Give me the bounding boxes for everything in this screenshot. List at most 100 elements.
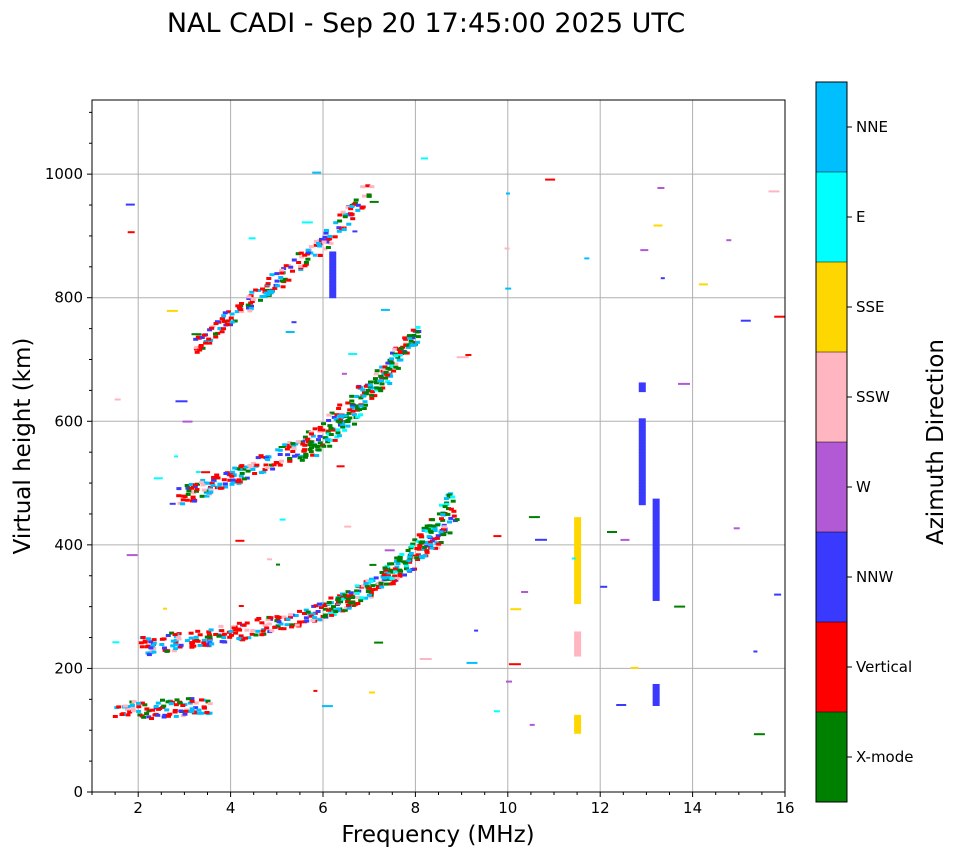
data-point — [264, 626, 270, 630]
data-point — [241, 623, 247, 627]
data-point — [355, 203, 361, 207]
streak-cell — [574, 653, 582, 657]
data-point — [260, 629, 266, 633]
streak-cell — [652, 535, 660, 540]
data-point — [382, 365, 388, 369]
streak-cell — [652, 563, 660, 567]
data-point — [352, 422, 357, 426]
data-point — [159, 637, 165, 641]
data-point — [397, 353, 403, 357]
streak-cell — [652, 591, 660, 595]
data-point — [206, 481, 212, 485]
data-point — [303, 262, 309, 266]
data-point — [289, 625, 295, 629]
data-point — [313, 604, 319, 608]
streak-cell — [652, 523, 660, 527]
data-point — [207, 702, 213, 706]
data-point — [315, 610, 321, 613]
data-point — [164, 708, 170, 712]
data-point — [432, 526, 438, 530]
data-point — [183, 709, 189, 713]
streak-cell — [638, 495, 646, 500]
data-point — [184, 498, 190, 502]
data-point — [313, 243, 319, 247]
data-point — [142, 703, 148, 707]
plot-frame — [91, 99, 786, 793]
scatter-point — [369, 691, 375, 694]
data-point — [415, 340, 421, 344]
data-point — [305, 248, 311, 252]
data-point — [262, 468, 268, 471]
data-point — [305, 257, 311, 261]
data-point — [387, 382, 393, 385]
data-point — [337, 403, 343, 407]
data-point — [197, 643, 203, 647]
streak-cell — [574, 634, 582, 639]
streak-cell — [638, 455, 646, 459]
data-point — [160, 698, 165, 702]
data-point — [446, 493, 452, 497]
data-point — [369, 577, 374, 581]
data-point — [206, 633, 212, 637]
streak-cell — [652, 588, 660, 592]
streak-cell — [574, 526, 582, 530]
data-point — [229, 320, 235, 324]
data-point — [407, 553, 413, 557]
data-point — [278, 627, 284, 631]
data-point — [193, 706, 199, 710]
data-point — [345, 594, 351, 598]
data-point — [322, 235, 328, 239]
streak-cell — [652, 594, 660, 598]
streak-cell — [574, 591, 582, 595]
data-point — [378, 581, 384, 585]
streak-cell — [574, 640, 582, 645]
data-point — [398, 569, 404, 573]
data-point — [297, 456, 303, 460]
data-point — [407, 555, 413, 559]
streak-cell — [652, 690, 660, 694]
data-point — [221, 327, 226, 331]
data-point — [254, 463, 260, 467]
data-point — [126, 705, 132, 708]
data-point — [378, 374, 384, 378]
data-point — [296, 261, 302, 264]
data-point — [373, 576, 379, 580]
data-point — [186, 489, 192, 493]
data-point — [188, 636, 194, 640]
data-point — [245, 303, 251, 307]
data-point — [326, 608, 332, 612]
data-point — [410, 542, 416, 546]
colorbar-segment — [816, 532, 847, 622]
scatter-point — [466, 661, 478, 664]
data-point — [346, 222, 352, 226]
data-point — [365, 590, 371, 593]
data-point — [405, 345, 411, 349]
data-point — [310, 619, 316, 622]
data-point — [213, 633, 219, 636]
data-point — [282, 443, 288, 447]
data-point — [255, 456, 261, 460]
data-point — [184, 484, 190, 487]
data-point — [239, 464, 245, 468]
data-point — [290, 450, 296, 453]
data-point — [205, 699, 211, 703]
data-point — [259, 621, 265, 625]
data-point — [288, 613, 294, 617]
scatter-point — [630, 666, 639, 669]
data-point — [246, 636, 252, 640]
data-point — [294, 623, 300, 627]
data-point — [287, 615, 293, 619]
data-point — [432, 529, 438, 532]
data-point — [336, 434, 342, 438]
data-point — [193, 635, 199, 639]
data-point — [207, 635, 213, 639]
scatter-point — [112, 641, 120, 644]
scatter-point — [201, 471, 211, 474]
data-point — [266, 622, 272, 626]
data-point — [144, 712, 150, 716]
data-point — [201, 333, 207, 337]
data-point — [202, 643, 208, 647]
data-point — [298, 268, 304, 271]
data-point — [395, 562, 401, 566]
data-point — [155, 701, 161, 705]
